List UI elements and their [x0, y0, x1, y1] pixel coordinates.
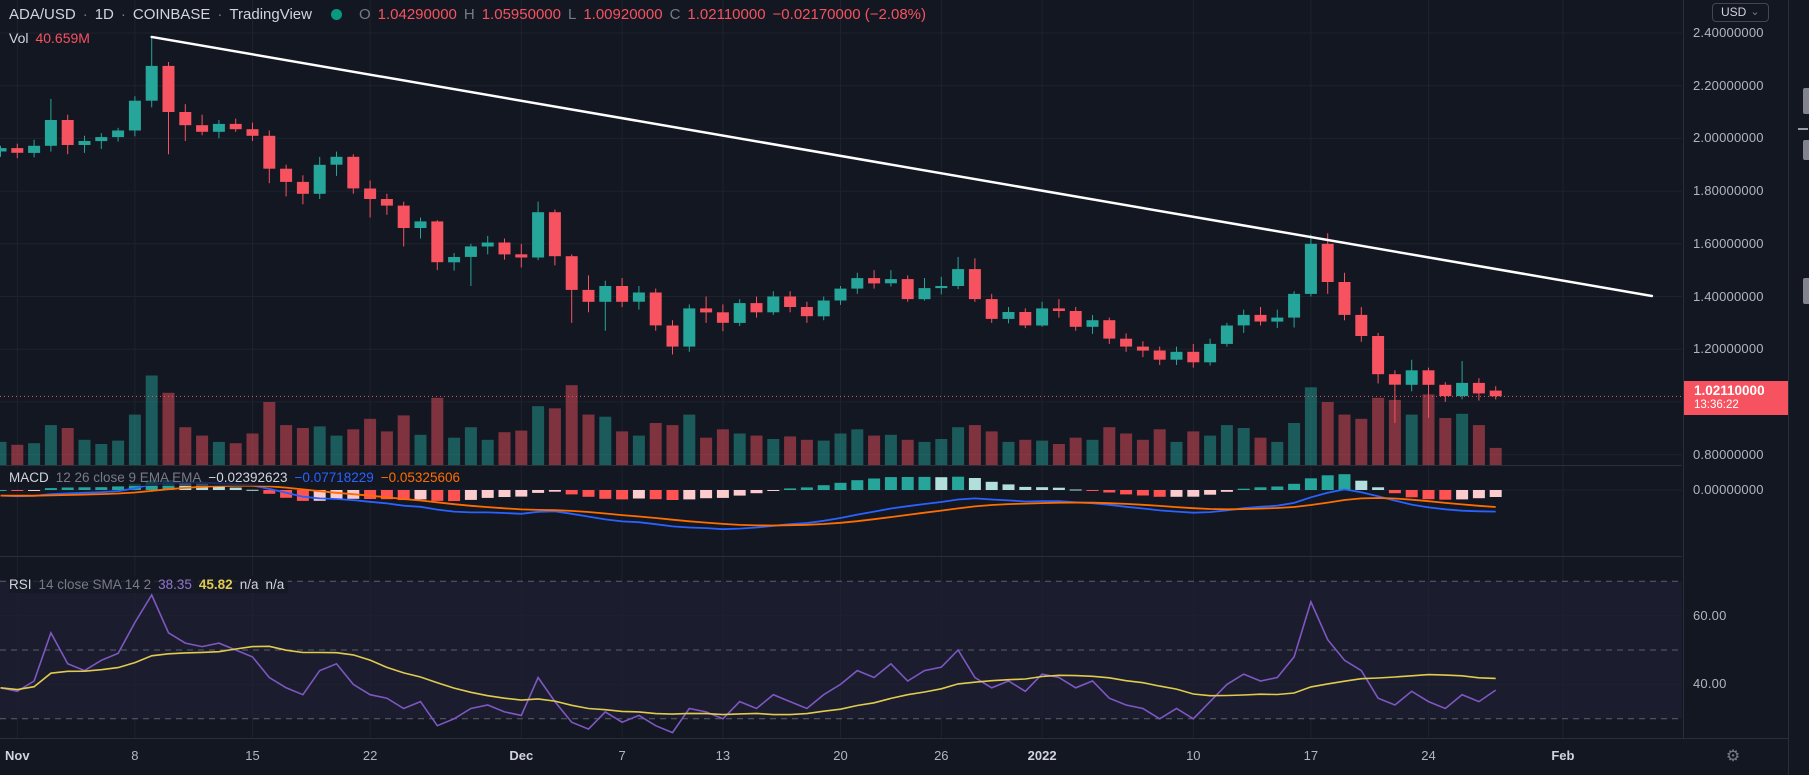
- descending-trendline: [150, 35, 1654, 298]
- time-axis[interactable]: ⚙ Nov 8 15 22 Dec 7 13 20 26 2022 10 17 24 Feb: [0, 738, 1809, 775]
- macd-line-value: −0.07718229: [294, 470, 374, 485]
- rsi-axis-label: 40.00: [1693, 676, 1727, 692]
- macd-hist-value: −0.02392623: [208, 470, 288, 485]
- symbol-title[interactable]: ADA/USD: [9, 6, 76, 23]
- rsi-na-2: n/a: [265, 577, 285, 592]
- symbol-legend[interactable]: ADA/USD · 1D · COINBASE · TradingView O …: [9, 6, 926, 23]
- separator: ·: [217, 6, 223, 23]
- toolbar-icon-fragment[interactable]: [1803, 140, 1809, 160]
- candles: [0, 36, 1502, 423]
- price-axis-label: 1.20000000: [1693, 341, 1764, 357]
- open-value: 1.04290000: [377, 6, 457, 23]
- time-axis-tick: 8: [131, 748, 139, 763]
- price-axis[interactable]: USD ⌄ 1.02110000 13:36:22 2.40000000 2.20…: [1683, 0, 1789, 738]
- high-value: 1.05950000: [481, 6, 561, 23]
- time-axis-tick: 26: [934, 748, 949, 763]
- high-label: H: [463, 6, 475, 23]
- time-axis-tick: 15: [245, 748, 260, 763]
- last-price-value: 1.02110000: [1694, 383, 1765, 399]
- market-status-icon[interactable]: [330, 9, 342, 20]
- toolbar-icon-fragment[interactable]: [1798, 128, 1808, 130]
- price-axis-label: 0.80000000: [1693, 446, 1764, 462]
- rsi-value: 38.35: [158, 577, 192, 592]
- time-axis-tick: 22: [362, 748, 378, 763]
- rsi-line: [0, 593, 1497, 734]
- macd-histogram: [0, 474, 1502, 502]
- rsi-params: 14 close SMA 14 2: [38, 577, 152, 592]
- close-label: C: [669, 6, 681, 23]
- chevron-down-icon: ⌄: [1750, 6, 1760, 18]
- separator: ·: [120, 6, 126, 23]
- toolbar-icon-fragment[interactable]: [1803, 88, 1809, 114]
- time-axis-tick: 24: [1421, 748, 1436, 763]
- close-value: 1.02110000: [687, 6, 766, 23]
- platform-label: TradingView: [229, 6, 312, 23]
- rsi-legend[interactable]: RSI 14 close SMA 14 2 38.35 45.82 n/a n/…: [9, 576, 289, 593]
- rsi-na-1: n/a: [239, 577, 259, 592]
- price-axis-label: 2.00000000: [1693, 130, 1764, 146]
- toolbar-icon-fragment[interactable]: [1803, 278, 1809, 304]
- time-axis-tick: 10: [1186, 748, 1201, 763]
- exchange-label[interactable]: COINBASE: [132, 6, 211, 23]
- macd-signal-value: −0.05325606: [380, 470, 460, 485]
- time-axis-tick: 13: [715, 748, 731, 763]
- rsi-axis-label: 60.00: [1693, 607, 1727, 623]
- open-label: O: [358, 6, 371, 23]
- time-axis-tick: Dec: [509, 748, 534, 763]
- low-value: 1.00920000: [583, 6, 663, 23]
- price-axis-label: 1.60000000: [1693, 235, 1764, 251]
- time-axis-tick: 17: [1303, 748, 1319, 763]
- time-axis-tick: Feb: [1551, 748, 1575, 763]
- price-axis-label: 1.80000000: [1693, 183, 1764, 199]
- last-price-tag: 1.02110000 13:36:22: [1684, 381, 1789, 416]
- macd-name[interactable]: MACD: [9, 470, 49, 485]
- price-axis-label: 2.40000000: [1693, 25, 1764, 40]
- macd-legend[interactable]: MACD 12 26 close 9 EMA EMA −0.02392623 −…: [9, 469, 464, 486]
- rsi-sma-value: 45.82: [198, 577, 233, 592]
- time-axis-tick: Nov: [5, 748, 30, 763]
- volume-label: Vol: [9, 30, 29, 46]
- time-axis-tick: 20: [833, 748, 848, 763]
- chart-svg: [0, 0, 1682, 738]
- bar-countdown: 13:36:22: [1694, 398, 1739, 411]
- currency-label: USD: [1721, 5, 1747, 19]
- low-label: L: [567, 6, 577, 23]
- change-value: −0.02170000 (−2.08%): [772, 6, 927, 23]
- rsi-name[interactable]: RSI: [9, 577, 32, 592]
- separator: ·: [82, 6, 88, 23]
- time-axis-tick: 2022: [1027, 748, 1057, 763]
- time-axis-tick: 7: [618, 748, 626, 763]
- gear-icon[interactable]: ⚙: [1725, 748, 1741, 765]
- macd-axis-label: 0.00000000: [1693, 482, 1764, 497]
- volume-bars: [0, 375, 1502, 465]
- price-chart-canvas[interactable]: [0, 0, 1682, 738]
- volume-legend[interactable]: Vol 40.659M: [9, 30, 90, 46]
- currency-selector-button[interactable]: USD ⌄: [1712, 3, 1769, 22]
- price-axis-label: 1.40000000: [1693, 288, 1764, 304]
- right-toolbar-strip[interactable]: [1788, 0, 1809, 775]
- macd-params: 12 26 close 9 EMA EMA: [55, 470, 202, 485]
- interval-label[interactable]: 1D: [94, 6, 114, 23]
- price-axis-label: 2.20000000: [1693, 77, 1764, 93]
- volume-value: 40.659M: [35, 30, 90, 46]
- rsi-sma-line: [0, 645, 1496, 716]
